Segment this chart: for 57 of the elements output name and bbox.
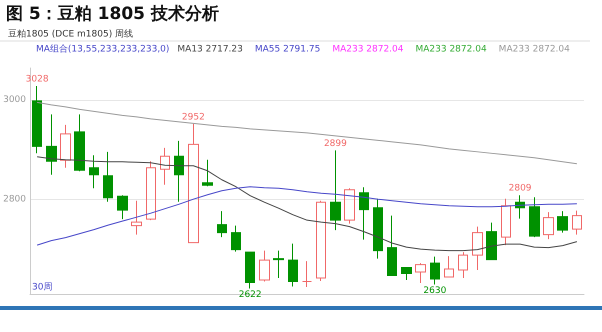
candlestick [273,250,284,279]
candlestick [46,114,57,176]
candlestick [359,186,369,240]
text: 2622 [238,290,262,300]
candlestick [131,200,142,236]
candlestick [344,188,355,224]
candlestick [458,252,468,279]
candlestick [146,160,156,221]
candlestick [529,196,540,238]
candlestick [472,226,483,271]
candlestick [373,198,383,260]
candlestick [231,225,241,252]
candlestick [557,210,568,234]
candlestick [89,154,99,189]
y-tick-label: 3000 [3,94,26,105]
candlestick [217,210,227,238]
candlestick [117,194,128,220]
text: 2630 [423,286,446,296]
candlestick [401,267,412,281]
candlestick [543,212,554,240]
candlestick [288,243,298,288]
text: 2899 [324,138,347,149]
line-series [36,156,578,252]
candlestick [174,140,184,202]
text: 2952 [182,112,205,122]
candlestick [501,198,511,246]
candlestick [202,159,213,187]
text: MA13 2717.23 [177,44,243,54]
annotation: 30周 [32,282,52,292]
candlestick [415,262,426,284]
candlestick [330,150,341,231]
candlestick [572,210,582,236]
candlestick [486,222,497,260]
legend-title: MA组合(13,55,233,233,233,0) [36,44,170,54]
candlestick [259,250,270,282]
text: 2809 [508,184,532,194]
text: MA55 2791.75 [254,44,320,54]
candlestick [160,147,170,186]
chart-subtitle: 豆粕1805 (DCE m1805) 周线 [8,28,134,40]
legend-label: MA233 2872.04 [415,44,487,54]
candlestick [74,114,85,172]
text: 3028 [26,74,49,84]
candlestick [430,256,440,286]
legend-label: MA233 2872.04 [332,44,404,54]
candlestick [103,151,113,202]
candlestick [302,260,312,288]
chart-title: 图 5：豆粕 1805 技术分析 [6,3,219,25]
candlestick [444,256,454,278]
candlestick [387,215,397,276]
candlestick [32,85,42,154]
candlestick [245,252,255,290]
candlestick [316,200,326,282]
y-tick-label: 2800 [3,194,26,205]
line-series [36,102,578,164]
text: MA233 2872.04 [498,44,570,54]
candlestick [60,124,71,168]
candlestick [188,123,199,244]
